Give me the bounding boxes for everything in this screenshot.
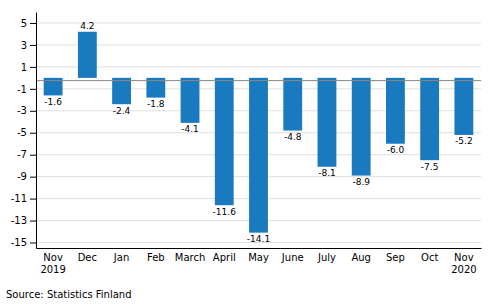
- tick-label: Jan: [113, 252, 129, 263]
- tick-mark: [30, 177, 36, 178]
- tick-label: -9: [17, 171, 27, 182]
- y-tick: 1: [21, 62, 36, 73]
- tick-label: Dec: [78, 252, 97, 263]
- tick-label: -13: [11, 215, 27, 226]
- data-label: -7.5: [421, 162, 439, 172]
- bar: [181, 78, 200, 123]
- tick-label: Aug: [351, 252, 371, 263]
- tick-label: Feb: [147, 252, 165, 263]
- reference-line: [36, 80, 481, 81]
- x-tick: Dec: [78, 252, 97, 263]
- y-tick: -7: [17, 149, 36, 160]
- tick-mark: [30, 133, 36, 134]
- grid-line: [36, 22, 481, 23]
- data-label: -1.6: [44, 97, 62, 107]
- y-tick: 5: [21, 18, 36, 29]
- x-axis: Nov2019 Dec Jan Feb March April May June July Aug…: [37, 249, 482, 276]
- tick-label: -15: [11, 237, 27, 248]
- marks: [36, 32, 481, 233]
- tick-mark: [30, 111, 36, 112]
- bar: [215, 78, 234, 205]
- data-labels: -1.6 4.2 -2.4 -1.8 -4.1 -11.6 -14.1 -4.8 -8.1 -8.…: [44, 21, 472, 244]
- tick-label: April: [213, 252, 236, 263]
- tick-label: 1: [21, 62, 27, 73]
- data-label: -11.6: [213, 207, 237, 217]
- bar: [112, 78, 131, 104]
- x-tick: Aug: [351, 252, 371, 263]
- data-label: -6.0: [387, 145, 405, 155]
- x-tick: Nov2019: [40, 252, 65, 275]
- tick-mark: [30, 243, 36, 244]
- x-tick: April: [213, 252, 236, 263]
- tick-label: 5: [21, 18, 27, 29]
- data-label: -1.8: [147, 99, 165, 109]
- x-tick: Oct: [421, 252, 438, 263]
- grid-line: [36, 66, 481, 67]
- tick-label: June: [281, 252, 304, 263]
- y-tick: -1: [17, 84, 36, 95]
- bar: [386, 78, 405, 144]
- tick-label: March: [175, 252, 205, 263]
- tick-mark: [30, 89, 36, 90]
- y-tick: -9: [17, 171, 36, 182]
- bar: [283, 78, 302, 131]
- tick-label: -7: [17, 149, 27, 160]
- bar: [78, 32, 97, 78]
- data-label: -5.2: [455, 136, 473, 146]
- tick-label: Nov2019: [40, 252, 65, 275]
- tick-label: July: [317, 252, 336, 263]
- x-tick: March: [175, 252, 205, 263]
- axis-line: [37, 248, 482, 249]
- tick-label: Oct: [421, 252, 438, 263]
- data-label: -8.9: [352, 177, 370, 187]
- y-tick: -11: [11, 193, 36, 204]
- axis-line: [36, 13, 37, 249]
- y-tick: -3: [17, 105, 36, 116]
- tick-label: -1: [17, 84, 27, 95]
- chart-svg: 5 3 1 -1 -3 -5 -7 -9 -11 -13 -15 Nov2019 Dec Jan Feb Ma…: [0, 0, 493, 304]
- y-axis: 5 3 1 -1 -3 -5 -7 -9 -11 -13 -15: [11, 13, 37, 249]
- y-tick: -13: [11, 215, 36, 226]
- data-label: -4.8: [284, 132, 302, 142]
- bar: [454, 78, 473, 135]
- data-label: -14.1: [247, 234, 270, 244]
- plot: 5 3 1 -1 -3 -5 -7 -9 -11 -13 -15 Nov2019 Dec Jan Feb Ma…: [11, 13, 482, 276]
- y-tick: -5: [17, 127, 36, 138]
- tick-mark: [30, 67, 36, 68]
- y-tick: -15: [11, 237, 36, 248]
- grid-line: [36, 44, 481, 45]
- x-tick: May: [248, 252, 269, 263]
- source-text: Source: Statistics Finland: [6, 289, 132, 300]
- tick-label: Nov2020: [451, 252, 476, 275]
- tick-mark: [30, 155, 36, 156]
- tick-mark: [30, 45, 36, 46]
- x-tick: Feb: [147, 252, 165, 263]
- tick-mark: [30, 221, 36, 222]
- bar: [352, 78, 371, 176]
- tick-label: -11: [11, 193, 27, 204]
- data-label: 4.2: [80, 21, 94, 31]
- tick-label: -3: [17, 105, 27, 116]
- tick-label: 3: [21, 40, 27, 51]
- data-label: -8.1: [318, 168, 336, 178]
- tick-mark: [30, 199, 36, 200]
- grid: [36, 23, 481, 243]
- x-tick: June: [281, 252, 304, 263]
- x-tick: Sep: [386, 252, 405, 263]
- data-label: -2.4: [113, 106, 131, 116]
- x-tick: Nov2020: [451, 252, 476, 275]
- x-tick: Jan: [113, 252, 129, 263]
- bar: [420, 78, 439, 160]
- data-label: -4.1: [181, 124, 199, 134]
- tick-label: May: [248, 252, 269, 263]
- bar: [318, 78, 337, 167]
- chart-container: 5 3 1 -1 -3 -5 -7 -9 -11 -13 -15 Nov2019 Dec Jan Feb Ma…: [0, 0, 493, 304]
- y-tick: 3: [21, 40, 36, 51]
- tick-mark: [30, 23, 36, 24]
- tick-label: -5: [17, 127, 27, 138]
- x-tick: July: [317, 252, 336, 263]
- bar: [249, 78, 268, 233]
- tick-label: Sep: [386, 252, 405, 263]
